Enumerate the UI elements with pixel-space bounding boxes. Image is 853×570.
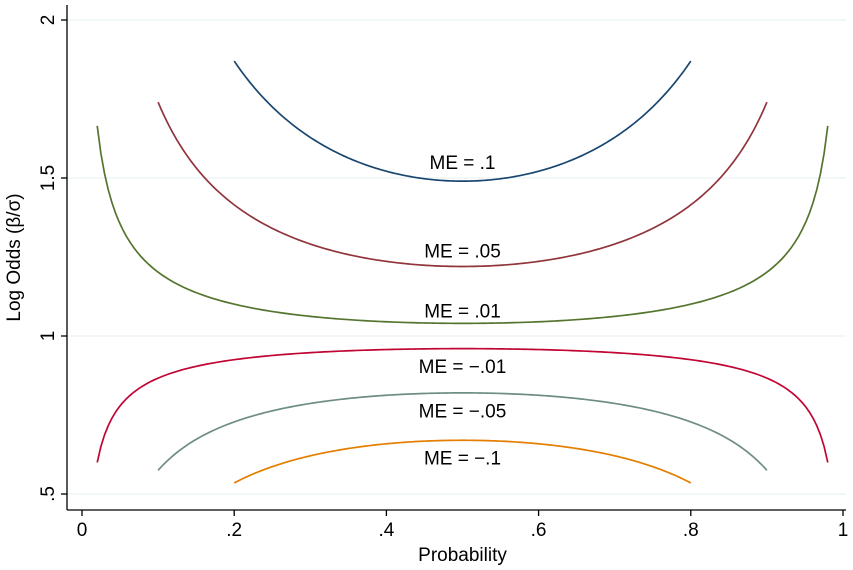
x-tick-label: 0 xyxy=(77,520,88,541)
x-tick-label: .8 xyxy=(683,520,699,541)
axes: 0.2.4.6.8 1.511.52 xyxy=(38,5,848,541)
x-axis-title: Probability xyxy=(418,545,507,566)
series-label-2: ME = .01 xyxy=(424,302,501,323)
y-tick-label: .5 xyxy=(38,486,59,502)
series-line-1 xyxy=(157,101,768,268)
series-line-0 xyxy=(233,60,692,183)
series-label-4: ME = −.05 xyxy=(419,401,507,422)
x-tick-label: .2 xyxy=(226,520,242,541)
curves xyxy=(96,60,829,484)
series-label-1: ME = .05 xyxy=(424,242,501,263)
series-label-5: ME = −.1 xyxy=(424,449,501,470)
x-tick-label: 1 xyxy=(838,520,849,541)
series-line-2 xyxy=(96,125,829,325)
curve-labels: ME = .1 ME = .05 ME = .01 ME = −.01 ME = −.0… xyxy=(419,153,507,469)
y-axis-title: Log Odds (β/σ) xyxy=(4,193,25,321)
x-tick-label: .6 xyxy=(531,520,547,541)
y-tick-label: 2 xyxy=(38,15,59,26)
series-label-3: ME = −.01 xyxy=(419,357,507,378)
y-tick-label: 1.5 xyxy=(38,165,59,191)
series-line-5 xyxy=(233,439,692,484)
series-line-4 xyxy=(157,392,768,471)
x-tick-label: .4 xyxy=(378,520,394,541)
series-label-0: ME = .1 xyxy=(430,153,496,174)
grid-lines xyxy=(67,19,846,495)
y-tick-label: 1 xyxy=(38,331,59,342)
series-line-3 xyxy=(96,347,829,463)
